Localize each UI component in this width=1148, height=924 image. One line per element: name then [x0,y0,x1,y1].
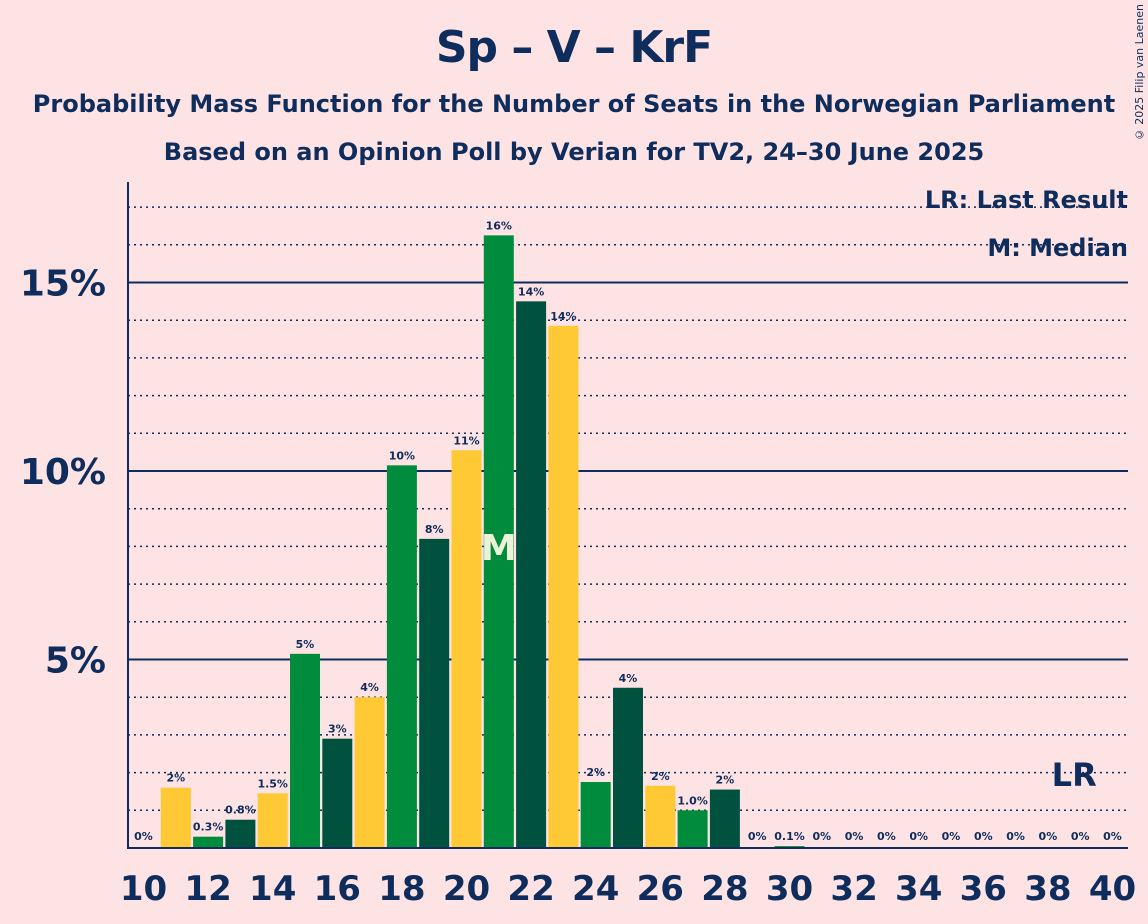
bar-value-label: 11% [453,434,479,447]
bar-value-label: 2% [586,766,605,779]
x-tick-label: 20 [443,869,490,909]
x-tick-label: 32 [830,869,877,909]
bar-value-label: 14% [550,310,576,323]
bar-value-label: 0% [812,830,831,843]
x-tick-label: 14 [249,869,296,909]
bar-value-label: 0% [1039,830,1058,843]
bar-seat-16 [322,738,353,848]
bar-value-label: 0% [1006,830,1025,843]
bar-value-label: 0% [134,830,153,843]
bar-value-label: 1.5% [257,777,288,790]
bar-value-label: 8% [425,523,444,536]
bar-seat-21 [483,235,514,848]
x-tick-label: 12 [184,869,231,909]
bar-value-label: 0% [1103,830,1122,843]
bar-seat-15 [290,653,320,848]
bar-value-label: 0% [877,830,896,843]
x-tick-label: 18 [378,869,425,909]
bar-seat-27 [677,810,708,848]
bar-value-label: 10% [389,449,415,462]
bar-seat-11 [160,787,191,848]
x-tick-label: 36 [960,869,1007,909]
median-marker: M [481,528,517,569]
bar-value-label: 0% [845,830,864,843]
chart-source-line: Based on an Opinion Poll by Verian for T… [163,138,985,166]
chart-subtitle: Probability Mass Function for the Number… [32,90,1116,118]
bar-value-label: 5% [296,638,315,651]
bar-value-label: 16% [486,219,512,232]
bar-seat-26 [645,785,676,848]
bar-seat-17 [354,697,385,848]
bar-value-label: 0% [942,830,961,843]
y-tick-label: 5% [45,641,106,682]
bar-value-label: 0% [748,830,767,843]
x-tick-label: 34 [895,869,942,909]
bar-value-label: 3% [328,723,347,736]
bar-value-label: 1.0% [677,794,708,807]
bar-value-label: 2% [166,772,185,785]
y-tick-label: 10% [20,452,106,493]
y-tick-label: 15% [20,264,106,305]
x-tick-label: 38 [1024,869,1071,909]
x-tick-label: 28 [701,869,748,909]
bar-value-label: 0.3% [193,821,224,834]
x-tick-label: 22 [507,869,554,909]
bar-value-label: 4% [360,681,379,694]
bar-seat-25 [613,687,643,848]
bar-seat-12 [193,836,224,848]
bar-seat-14 [257,793,288,848]
last-result-marker: LR [1052,756,1097,794]
bar-seat-24 [580,782,611,848]
x-tick-label: 30 [766,869,813,909]
x-tick-label: 24 [572,869,619,909]
bar-value-label: 4% [619,672,638,685]
bar-seat-23 [548,325,579,849]
bar-seat-28 [709,789,740,848]
bar-seat-13 [225,819,256,848]
x-tick-label: 26 [637,869,684,909]
x-tick-label: 10 [120,869,167,909]
bar-value-label: 2% [716,774,735,787]
bar-seat-19 [419,538,450,848]
bar-value-label: 0.8% [225,804,256,817]
bar-value-label: 0% [1071,830,1090,843]
bar-value-label: 2% [651,770,670,783]
bar-seat-18 [386,465,417,848]
x-tick-label: 40 [1089,869,1136,909]
bar-value-label: 0% [974,830,993,843]
legend-last-result: LR: Last Result [924,186,1128,214]
legend-median: M: Median [987,234,1128,262]
chart-title: Sp – V – KrF [435,22,713,73]
bar-value-label: 14% [518,285,544,298]
bar-seat-22 [516,301,547,849]
x-tick-label: 16 [314,869,361,909]
bar-value-label: 0% [909,830,928,843]
bar-value-label: 0.1% [774,830,805,843]
bar-seat-20 [451,450,482,848]
